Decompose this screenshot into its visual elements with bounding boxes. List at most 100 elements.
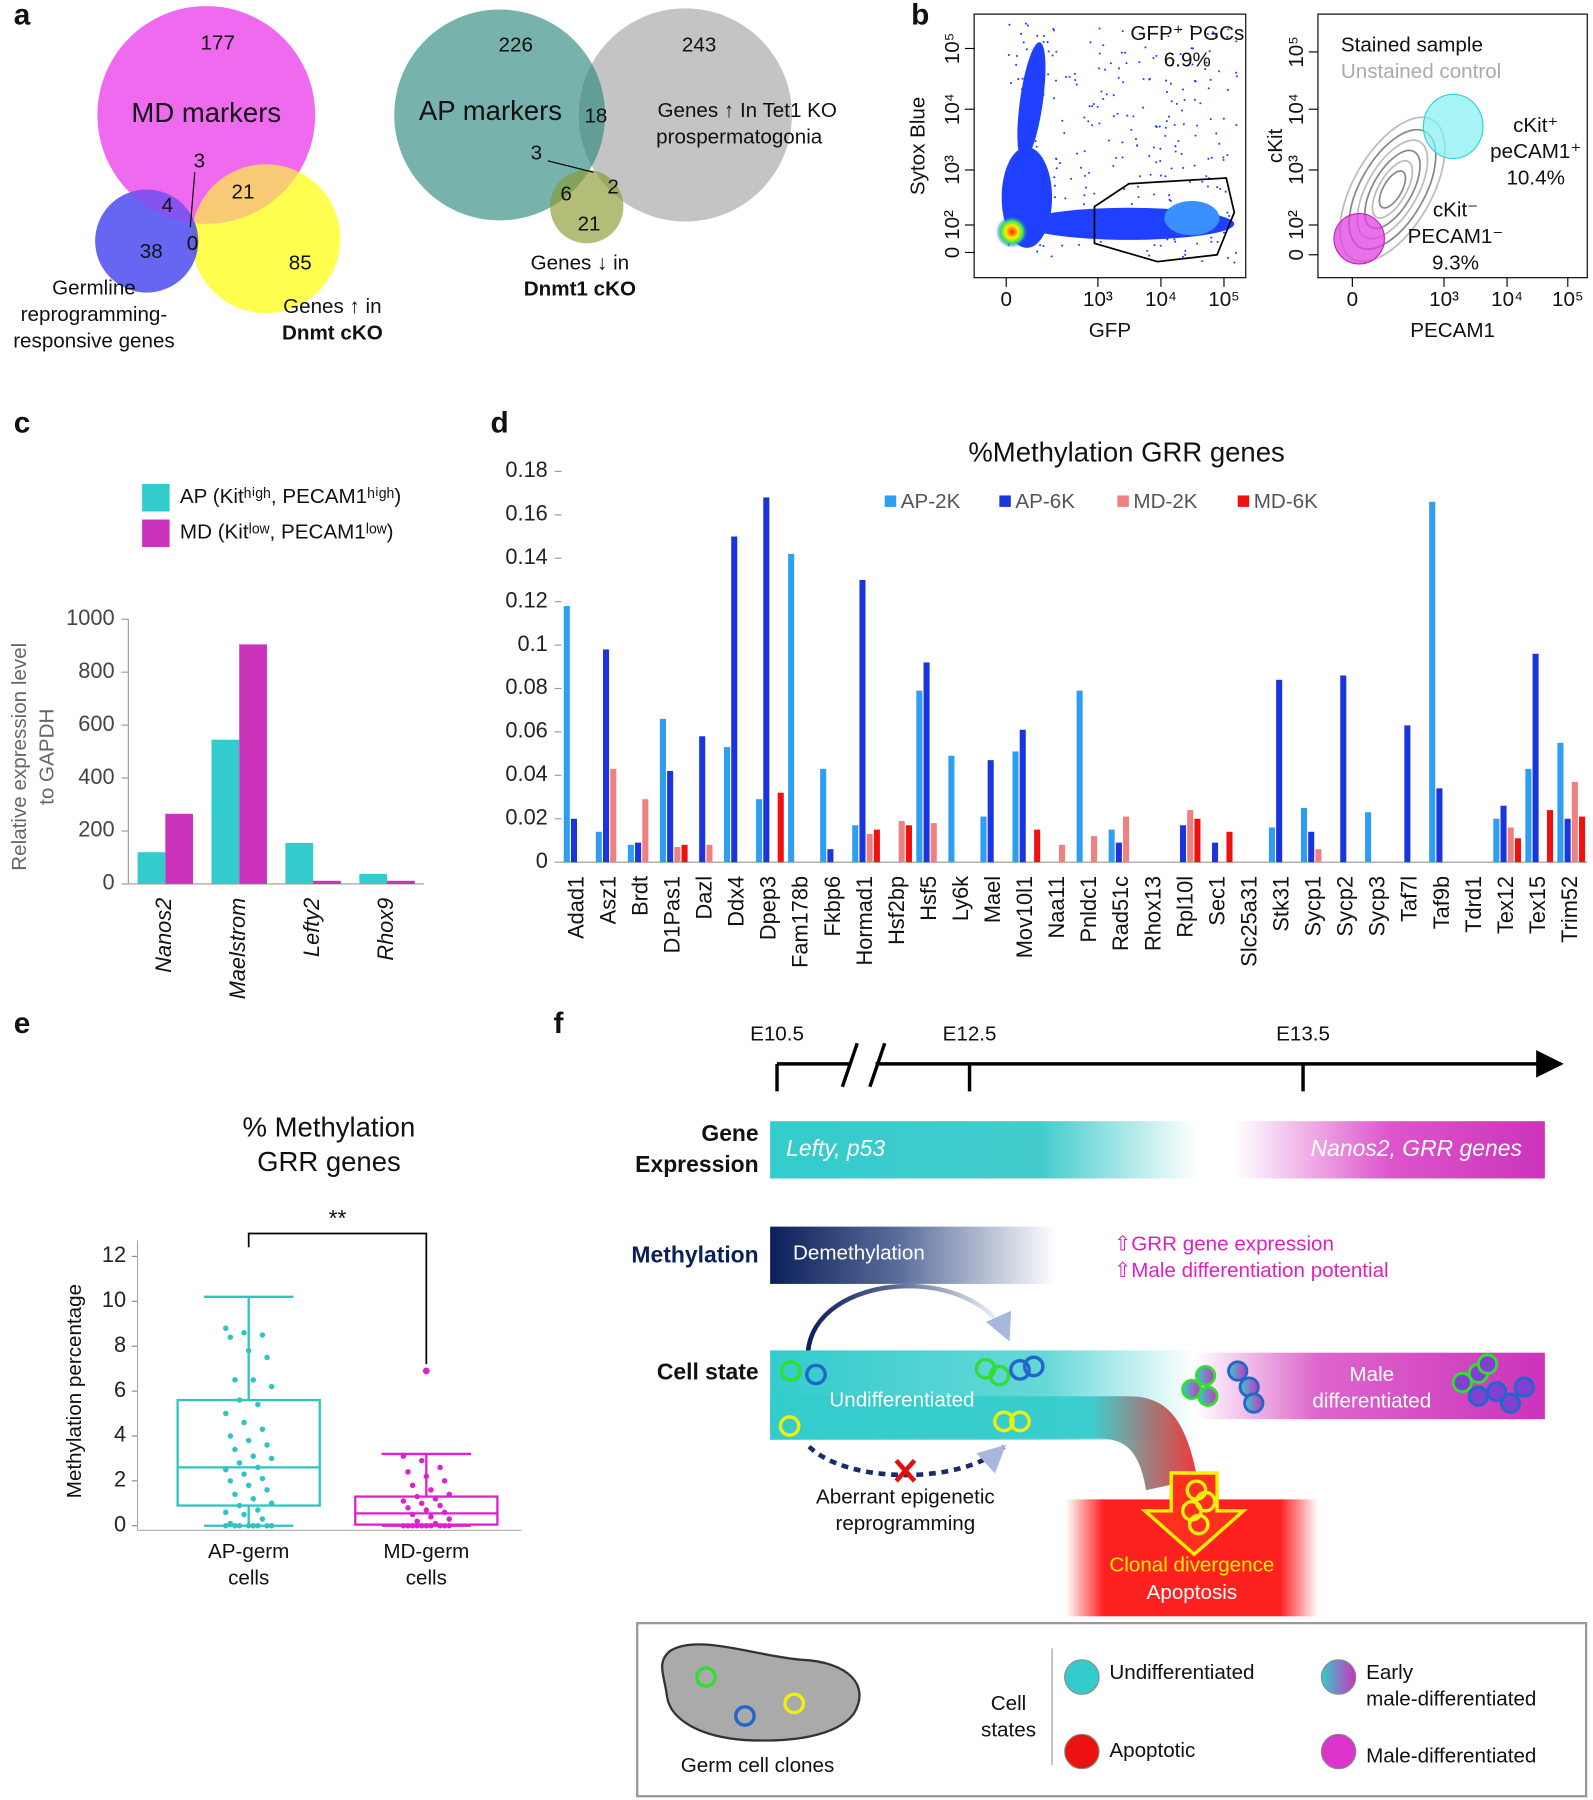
event-dot xyxy=(1112,164,1115,168)
event-dot xyxy=(1191,47,1194,50)
y-axis-label: cKit xyxy=(1264,128,1287,163)
bar xyxy=(1034,829,1041,863)
legend-swatch xyxy=(1117,495,1129,507)
x-tick-label: Nanos2 xyxy=(151,898,176,973)
bar xyxy=(987,760,994,863)
bar xyxy=(610,768,617,863)
state-label: Undifferentiated xyxy=(829,1388,974,1411)
event-dot xyxy=(1054,79,1058,82)
point xyxy=(418,1522,425,1529)
event-dot xyxy=(1093,192,1096,195)
x-tick-label: D1Pas1 xyxy=(659,876,684,953)
event-dot xyxy=(1083,150,1086,153)
event-dot xyxy=(1210,236,1213,239)
cell xyxy=(1009,1410,1031,1433)
event-dot xyxy=(1042,35,1046,38)
bar xyxy=(1564,818,1571,863)
event-dot xyxy=(1228,215,1231,218)
point xyxy=(227,1520,234,1527)
point xyxy=(400,1498,407,1504)
point xyxy=(441,1509,448,1516)
cell xyxy=(695,1666,717,1688)
x-tick-label: Hsf5 xyxy=(916,876,941,921)
density xyxy=(1017,42,1046,161)
event-dot xyxy=(1124,51,1127,54)
cell-early xyxy=(1197,1385,1219,1407)
event-dot xyxy=(1015,54,1019,58)
event-dot xyxy=(1212,31,1215,34)
event-dot xyxy=(1172,59,1175,62)
y-tick-label: 0.14 xyxy=(505,544,547,569)
bar xyxy=(1019,729,1026,863)
venn-count: 6 xyxy=(560,183,571,206)
x-tick-label: Rhox9 xyxy=(373,898,398,961)
cell-male xyxy=(1451,1371,1473,1394)
event-dot xyxy=(1053,196,1057,199)
event-dot xyxy=(1165,79,1168,82)
x-axis-label: GFP xyxy=(1089,319,1131,342)
event-dot xyxy=(1216,240,1219,243)
y-axis-label: Sytox Blue xyxy=(907,97,930,196)
event-dot xyxy=(1223,231,1226,234)
event-dot xyxy=(1053,97,1056,100)
event-dot xyxy=(1121,156,1124,159)
point xyxy=(268,1455,275,1462)
bar xyxy=(788,553,795,863)
legend-label: Stained sample xyxy=(1341,34,1483,57)
point xyxy=(245,1437,252,1444)
point xyxy=(245,1347,252,1354)
event-dot xyxy=(1209,78,1212,81)
point xyxy=(232,1446,238,1453)
point xyxy=(236,1460,243,1466)
y-tick-label: 0.04 xyxy=(505,761,547,786)
event-dot xyxy=(1168,194,1171,197)
row-label: Cell state xyxy=(657,1358,759,1384)
row-label: Expression xyxy=(635,1151,759,1177)
legend-label: Male-differentiated xyxy=(1366,1745,1536,1768)
bar xyxy=(980,816,987,863)
venn-count: 243 xyxy=(682,34,716,57)
x-tick-label: Naa11 xyxy=(1044,876,1069,939)
apoptosis-track xyxy=(770,1396,1198,1491)
point xyxy=(255,1401,261,1408)
bar xyxy=(1436,788,1443,863)
event-dot xyxy=(1061,119,1064,122)
cell xyxy=(1022,1355,1045,1378)
venn-count: 21 xyxy=(578,212,601,235)
x-tick-label: Hsf2bp xyxy=(884,876,909,945)
x-tick-label: 10³ xyxy=(1429,288,1459,311)
bar xyxy=(724,747,731,863)
bar xyxy=(681,844,688,863)
bar xyxy=(1212,842,1219,863)
event-dot xyxy=(1149,173,1152,176)
event-dot xyxy=(1173,123,1176,127)
y-tick-label: 2 xyxy=(114,1467,126,1492)
event-dot xyxy=(1191,63,1194,66)
bar-label: Demethylation xyxy=(793,1242,925,1265)
event-dot xyxy=(1196,242,1199,245)
event-dot xyxy=(1182,166,1185,169)
x-tick-label: Asz1 xyxy=(595,876,620,924)
y-tick-label: 0.12 xyxy=(505,587,547,612)
bar xyxy=(699,736,706,863)
event-dot xyxy=(1117,67,1121,70)
event-dot xyxy=(1137,195,1140,199)
venn-count: 38 xyxy=(140,240,163,263)
y-tick-label: 200 xyxy=(78,817,114,842)
x-tick-label: 10⁴ xyxy=(1145,288,1177,311)
bar xyxy=(563,605,570,863)
venn-set-label: responsive genes xyxy=(13,329,175,352)
point xyxy=(437,1522,443,1529)
point xyxy=(423,1473,430,1480)
event-dot xyxy=(1235,71,1238,74)
point xyxy=(432,1496,439,1502)
point xyxy=(241,1471,247,1477)
venn-set-label: Dnmt cKO xyxy=(282,321,383,344)
bar xyxy=(1058,844,1066,863)
legend-label: AP-2K xyxy=(901,490,961,513)
break-mark xyxy=(868,1042,887,1088)
event-dot xyxy=(1025,48,1028,51)
event-dot xyxy=(1175,102,1178,105)
event-dot xyxy=(1112,94,1115,97)
legend-label: AP-6K xyxy=(1015,490,1075,513)
